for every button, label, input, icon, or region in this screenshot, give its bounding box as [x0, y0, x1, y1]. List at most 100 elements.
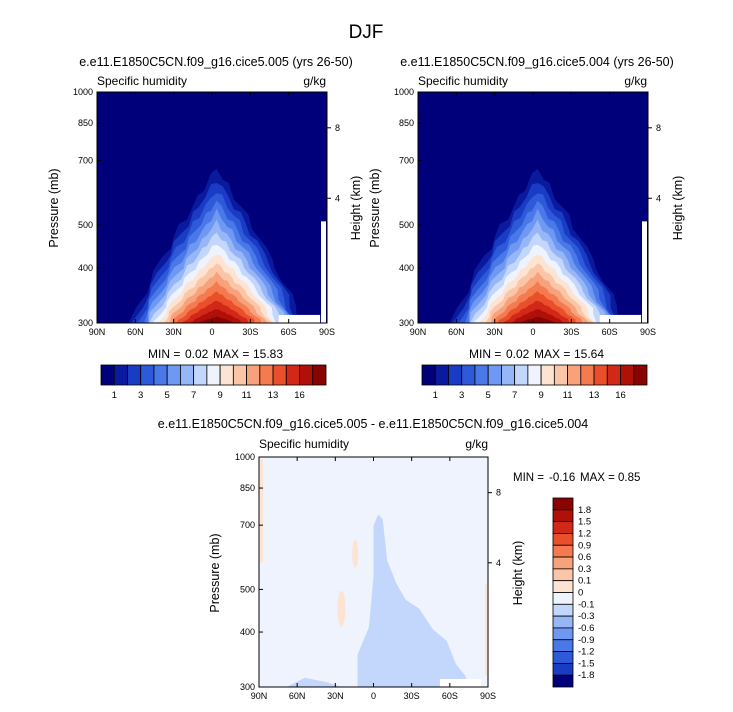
x-tick-label: 30S: [404, 691, 420, 701]
colorbar-label: 5: [486, 390, 491, 401]
y2-tick-label: 4: [496, 558, 501, 568]
missing-data-mask: [321, 221, 326, 323]
colorbar-swatch: [552, 592, 574, 605]
colorbar-swatch: [593, 364, 608, 386]
colorbar-label: -0.3: [578, 611, 594, 622]
colorbar-swatch: [552, 627, 574, 641]
colorbar-swatch: [527, 364, 542, 386]
contour-band: [509, 309, 565, 323]
colorbar-swatch: [552, 497, 574, 511]
negative-anomaly-region: [485, 583, 487, 676]
colorbar-label: 1.5: [578, 517, 591, 528]
colorbar-label: -0.6: [578, 623, 594, 634]
colorbar-label: 16: [294, 390, 305, 401]
colorbar-label: 0.6: [578, 552, 591, 563]
x-tick-label: 0: [530, 327, 535, 337]
colorbar-swatch: [193, 364, 208, 386]
colorbar-swatch: [620, 364, 635, 386]
missing-data-mask: [642, 221, 647, 323]
panel-1-min-label: MIN =: [148, 347, 180, 361]
colorbar-swatch: [219, 364, 234, 386]
colorbar-swatch: [552, 533, 574, 546]
colorbar-swatch: [140, 364, 155, 386]
x-tick-label: 30N: [165, 327, 182, 337]
missing-data-mask: [439, 678, 482, 687]
x-tick-label: 60N: [127, 327, 144, 337]
panel-2-min-label: MIN =: [469, 347, 501, 361]
colorbar-swatch: [232, 364, 247, 386]
y-tick-label: 700: [78, 155, 93, 165]
panel-1-plot-area: 90N 60N 30N 0 30S 60S 90S 300 400 500 700 850 1000 8 4: [73, 87, 340, 337]
x-tick-label: 60N: [289, 691, 306, 701]
colorbar-swatch: [421, 364, 436, 386]
panel-1-title: e.e11.E1850C5CN.f09_g16.cice5.005 (yrs 2…: [79, 55, 353, 69]
colorbar-swatch: [514, 364, 529, 386]
y-tick-label: 700: [399, 155, 414, 165]
panel-2-min-value: 0.02: [506, 347, 530, 361]
panel-2-units-label: g/kg: [624, 74, 647, 88]
colorbar-swatch: [166, 364, 181, 386]
colorbar-label: 1.8: [578, 505, 591, 516]
missing-data-mask: [599, 314, 642, 323]
contour-band: [519, 316, 557, 323]
y-tick-label: 850: [240, 483, 255, 493]
colorbar-swatch: [272, 364, 287, 386]
panel-2-colorbar: 1 3 5 7 9 11 13 16: [421, 364, 648, 401]
panel-3-min-label: MIN =: [513, 472, 544, 484]
colorbar-swatch: [552, 651, 574, 664]
colorbar-swatch: [552, 674, 574, 688]
colorbar-label: -0.1: [578, 599, 594, 610]
x-tick-label: 60S: [602, 327, 618, 337]
panel-2-plot-area: 90N 60N 30N 0 30S 60S 90S 300 400 500 700 850 1000 8 4: [394, 87, 661, 337]
colorbar-swatch: [100, 364, 115, 386]
panel-2-max-label: MAX =: [534, 347, 570, 361]
x-tick-label: 0: [209, 327, 214, 337]
colorbar-swatch: [552, 568, 574, 582]
panel-1: e.e11.E1850C5CN.f09_g16.cice5.005 (yrs 2…: [47, 55, 363, 401]
x-tick-label: 60S: [281, 327, 297, 337]
page-title: DJF: [349, 22, 384, 43]
colorbar-swatch: [552, 615, 574, 629]
y-tick-label: 500: [399, 220, 414, 230]
colorbar-swatch: [606, 364, 621, 386]
panel-3-plot-area: 90N 60N 30N 0 30S 60S 90S 300 400 500 700 850 1000 8 4: [235, 452, 501, 701]
x-tick-label: 30S: [563, 327, 579, 337]
colorbar-label: -1.8: [578, 670, 594, 681]
colorbar-label: 1: [433, 390, 438, 401]
panel-1-units-label: g/kg: [303, 74, 326, 88]
panel-3-title: e.e11.E1850C5CN.f09_g16.cice5.005 - e.e1…: [158, 417, 588, 431]
y-tick-label: 1000: [235, 452, 255, 462]
colorbar-swatch: [501, 364, 516, 386]
panel-1-min-value: 0.02: [185, 347, 209, 361]
colorbar-label: -1.5: [578, 658, 594, 669]
x-tick-label: 90N: [410, 327, 427, 337]
y-tick-label: 300: [78, 318, 93, 328]
panel-3-max-value: 0.85: [618, 472, 640, 484]
y-tick-label: 300: [399, 318, 414, 328]
colorbar-swatch: [206, 364, 221, 386]
x-tick-label: 60S: [442, 691, 458, 701]
colorbar-swatch: [552, 662, 574, 676]
panel-1-max-value: 15.83: [253, 347, 283, 361]
panel-3-y2label: Height (km): [511, 541, 525, 606]
positive-anomaly-region: [357, 514, 470, 687]
positive-anomaly-region: [286, 677, 342, 687]
y2-tick-label: 4: [335, 193, 340, 203]
y-tick-label: 1000: [73, 87, 93, 97]
x-tick-label: 30S: [242, 327, 258, 337]
y2-tick-label: 8: [656, 123, 661, 133]
x-tick-label: 90S: [640, 327, 656, 337]
colorbar-label: 11: [242, 390, 252, 401]
y-tick-label: 400: [240, 627, 255, 637]
colorbar-label: -0.9: [578, 635, 594, 646]
x-tick-label: 90S: [319, 327, 335, 337]
colorbar-swatch: [552, 509, 574, 523]
panel-3-units-label: g/kg: [465, 437, 488, 451]
colorbar-label: 0.3: [578, 564, 591, 575]
negative-anomaly-region: [337, 590, 346, 627]
y2-tick-label: 4: [656, 193, 661, 203]
panel-1-variable-label: Specific humidity: [97, 74, 187, 88]
y-tick-label: 700: [240, 520, 255, 530]
panel-3-colorbar: 1.81.51.20.90.60.30.10-0.1-0.3-0.6-0.9-1…: [552, 497, 594, 688]
